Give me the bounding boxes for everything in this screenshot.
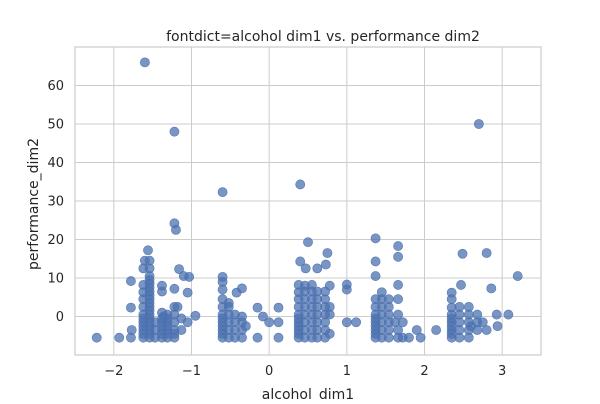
x-tick-label: −1 (182, 364, 201, 379)
data-point (393, 251, 403, 262)
y-tick-label: 50 (47, 118, 64, 133)
x-tick-label: 0 (265, 364, 273, 379)
data-point (341, 279, 352, 290)
data-point (169, 283, 180, 294)
data-point (431, 325, 442, 335)
data-point (126, 325, 137, 335)
data-point (491, 309, 502, 320)
x-tick-label: −2 (104, 364, 123, 379)
x-tick-labels: −2 −1 0 1 2 3 (104, 364, 506, 379)
data-point (393, 325, 403, 335)
y-tick-label: 30 (47, 195, 64, 210)
y-tick-label: 40 (47, 156, 64, 171)
data-point (237, 311, 247, 322)
data-point (172, 301, 183, 312)
data-point (324, 301, 335, 312)
data-point (324, 280, 335, 291)
data-point (322, 248, 333, 258)
data-point (393, 241, 403, 251)
data-point (397, 317, 408, 328)
data-point (404, 332, 414, 343)
data-point (139, 57, 150, 68)
data-point (492, 321, 503, 332)
data-point (252, 332, 263, 343)
y-axis-label: performance_dim2 (26, 138, 42, 270)
data-point (456, 280, 466, 290)
data-point (393, 309, 403, 320)
data-point (393, 294, 403, 305)
chart-title: fontdict=alcohol dim1 vs. performance di… (166, 29, 480, 45)
data-point (295, 256, 306, 267)
y-tick-label: 0 (56, 310, 64, 325)
data-point (312, 263, 323, 274)
y-tick-label: 10 (47, 272, 64, 287)
data-point (472, 309, 483, 320)
data-point (171, 224, 181, 235)
data-point (184, 271, 195, 282)
data-point (383, 294, 394, 305)
data-point (376, 287, 387, 298)
data-point (143, 245, 153, 256)
data-point (258, 311, 268, 322)
data-point (454, 301, 465, 312)
data-point (176, 325, 187, 335)
x-axis-label: alcohol_dim1 (262, 387, 354, 400)
data-point (273, 302, 284, 313)
x-tick-label: 1 (343, 364, 351, 379)
data-point (303, 237, 313, 248)
data-point (341, 317, 352, 328)
y-tick-label: 60 (47, 79, 64, 94)
data-point (393, 280, 403, 290)
data-point (481, 325, 492, 335)
data-point (473, 119, 484, 129)
data-point (273, 317, 284, 328)
x-tick-label: 2 (420, 364, 428, 379)
data-point (446, 287, 457, 298)
data-point (300, 263, 311, 274)
data-point (217, 187, 228, 198)
data-point (415, 332, 426, 343)
y-tick-label: 20 (47, 233, 64, 248)
data-point (174, 264, 184, 275)
y-tick-labels: 0 10 20 30 40 50 60 (47, 79, 64, 325)
data-point (264, 317, 275, 328)
data-point (411, 325, 422, 335)
data-point (370, 271, 381, 281)
data-point (370, 256, 381, 267)
data-point (126, 276, 136, 286)
data-point (144, 255, 155, 266)
data-point (351, 317, 362, 328)
data-point (295, 179, 306, 190)
data-point (481, 248, 492, 258)
data-point (182, 287, 193, 298)
data-point (182, 317, 193, 328)
data-point (190, 310, 201, 321)
data-point (486, 283, 497, 294)
data-point (370, 233, 381, 244)
data-point (223, 298, 234, 308)
data-point (217, 271, 228, 282)
data-point (157, 280, 167, 291)
data-point (252, 302, 263, 313)
data-point (169, 126, 180, 137)
data-point (91, 332, 102, 343)
data-point (273, 332, 284, 343)
data-point (457, 248, 468, 259)
data-point (512, 271, 523, 281)
data-point (463, 301, 474, 312)
data-point (324, 328, 335, 339)
data-point (320, 259, 331, 270)
data-point (477, 317, 488, 328)
data-point (306, 280, 317, 290)
data-point (237, 283, 247, 294)
data-point (114, 332, 125, 343)
data-point (503, 309, 514, 320)
axes-frame (74, 46, 542, 356)
x-tick-label: 3 (498, 364, 506, 379)
data-point (126, 302, 136, 313)
data-points (91, 57, 523, 343)
data-point (240, 321, 251, 332)
